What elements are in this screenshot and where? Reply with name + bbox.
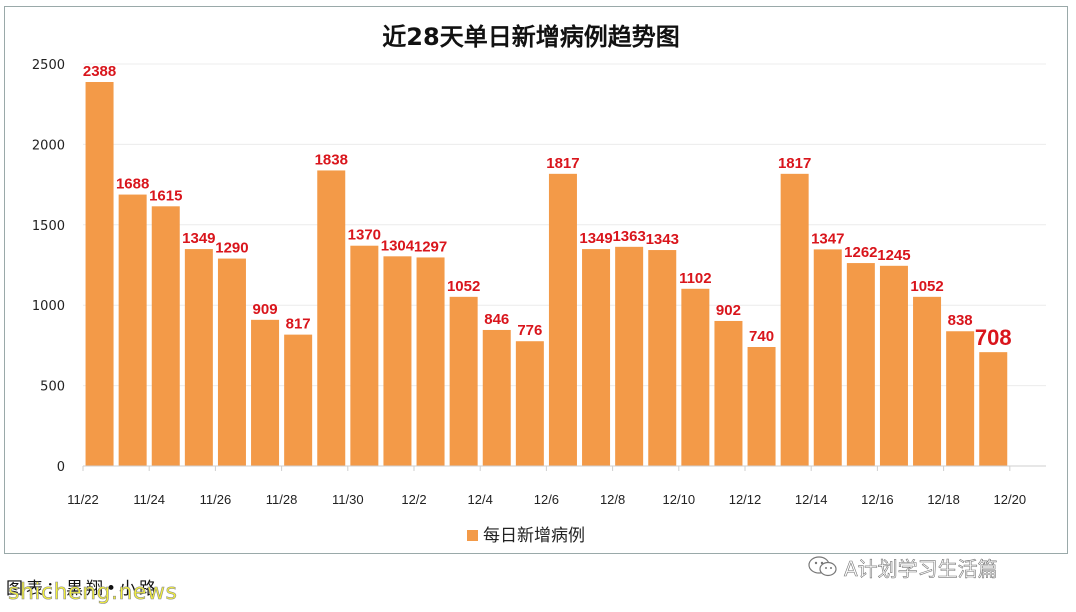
bar [582, 249, 611, 466]
bar [350, 245, 379, 466]
account-watermark: A计划学习生活篇 [808, 552, 998, 582]
site-watermark: shicheng.news [8, 580, 178, 606]
bar [846, 263, 875, 466]
legend-label: 每日新增病例 [483, 526, 585, 546]
bar [813, 249, 842, 466]
x-tick-label: 11/26 [200, 492, 232, 507]
data-label: 1817 [546, 155, 579, 172]
data-label: 1688 [116, 176, 149, 193]
x-tick-label: 11/24 [133, 492, 165, 507]
y-tick-label: 1000 [32, 299, 65, 314]
bar [383, 256, 412, 466]
bar [714, 320, 743, 466]
data-label: 1363 [612, 228, 645, 245]
data-label: 1349 [182, 230, 215, 247]
wechat-icon [808, 556, 837, 577]
x-tick-label: 12/14 [795, 492, 828, 507]
bar [251, 319, 280, 466]
y-tick-label: 2000 [32, 138, 65, 153]
x-tick-label: 11/22 [67, 492, 99, 507]
data-label: 740 [749, 328, 774, 345]
y-tick-label: 1500 [32, 219, 65, 234]
bar [85, 82, 114, 467]
bar [449, 296, 478, 466]
x-tick-label: 11/28 [266, 492, 298, 507]
bar [184, 249, 213, 466]
x-tick-label: 12/4 [468, 492, 493, 507]
data-label: 1615 [149, 187, 182, 204]
bar [515, 341, 544, 466]
data-label: 1304 [381, 237, 415, 254]
data-label: 909 [253, 301, 278, 318]
bar [151, 206, 180, 467]
bar [979, 352, 1008, 466]
bar [118, 194, 147, 467]
data-label: 1370 [348, 227, 381, 244]
data-label: 817 [286, 316, 311, 333]
bar [747, 347, 776, 466]
bar [482, 329, 511, 466]
chart-title: 近28天单日新增病例趋势图 [382, 23, 679, 51]
data-label: 838 [948, 312, 973, 329]
data-label: 1290 [215, 240, 248, 257]
data-label: 846 [484, 311, 509, 328]
data-label: 1297 [414, 238, 447, 255]
bar [879, 265, 908, 466]
x-tick-label: 12/20 [994, 492, 1027, 507]
x-tick-label: 12/18 [927, 492, 960, 507]
bar [648, 250, 677, 466]
data-label: 1262 [844, 244, 877, 261]
data-label: 1838 [315, 151, 348, 168]
x-tick-label: 11/30 [332, 492, 364, 507]
data-label: 1349 [579, 230, 612, 247]
bar [681, 288, 710, 466]
bar [913, 296, 942, 466]
bar [317, 170, 346, 467]
x-tick-label: 12/12 [729, 492, 762, 507]
y-tick-label: 2500 [32, 58, 65, 73]
data-label: 708 [975, 325, 1012, 350]
data-label: 1245 [877, 247, 910, 264]
legend: 每日新增病例 [467, 526, 585, 546]
bars [85, 82, 1008, 467]
x-tick-label: 12/6 [534, 492, 559, 507]
x-tick-label: 12/2 [401, 492, 426, 507]
data-label: 902 [716, 302, 741, 319]
account-name: A计划学习生活篇 [844, 556, 998, 581]
chart-credit: 图表：黒翔•小路 [6, 579, 160, 599]
y-tick-label: 500 [40, 380, 65, 395]
legend-swatch [467, 530, 478, 541]
data-label: 1052 [910, 278, 943, 295]
bar [548, 173, 577, 466]
axes: 0 500 1000 1500 2000 2500 11/22 11/24 11/26 11/28… [32, 58, 1046, 507]
x-tick-label: 12/8 [600, 492, 625, 507]
x-tick-label: 12/10 [663, 492, 696, 507]
y-tick-label: 0 [57, 460, 65, 475]
bar [615, 246, 644, 466]
data-label: 1102 [679, 270, 712, 287]
bar [416, 257, 445, 466]
data-label: 1347 [811, 230, 844, 247]
x-tick-label: 12/16 [861, 492, 894, 507]
data-label: 1343 [646, 231, 679, 248]
data-label: 776 [517, 322, 542, 339]
bar [946, 331, 975, 466]
data-label: 1817 [778, 155, 811, 172]
bar [284, 334, 313, 466]
chart-frame: 2388 1688 1615 1349 1290 909 817 1838 1370 1304 12… [4, 6, 1068, 554]
bar [780, 173, 809, 466]
data-label: 1052 [447, 278, 480, 295]
bar [217, 258, 246, 466]
data-label: 2388 [83, 63, 116, 80]
